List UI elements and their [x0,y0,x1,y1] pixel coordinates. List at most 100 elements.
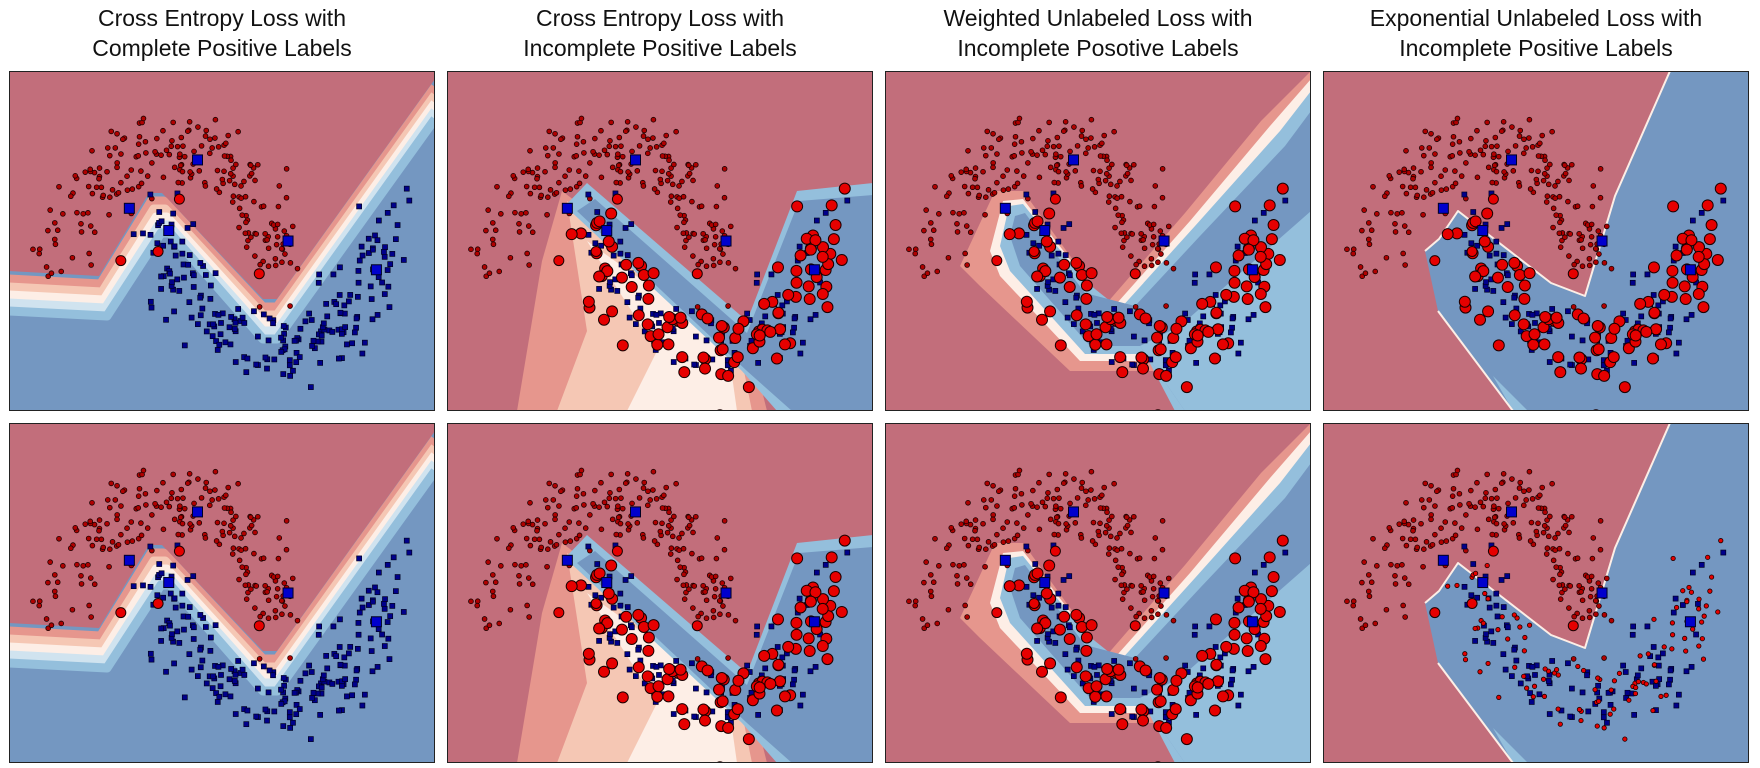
lower-moon-point [1260,562,1267,568]
lower-moon-point [400,257,407,263]
upper-moon-point [919,616,926,622]
labeled-blue-point [561,202,573,214]
upper-moon-point [243,219,249,226]
upper-moon-point [279,611,285,618]
upper-moon-point [274,233,281,240]
upper-moon-point [624,119,631,125]
upper-moon-point [1082,502,1089,509]
lower-moon-point [1111,658,1118,664]
unlabeled-positive-point [816,288,829,301]
upper-moon-point [657,528,664,535]
lower-moon-point [1030,240,1037,247]
lower-moon-point [302,318,309,325]
upper-moon-point [661,492,667,499]
unlabeled-positive-point [1492,339,1505,352]
lower-moon-point [753,631,760,638]
upper-moon-point [228,509,234,516]
upper-moon-point [112,145,119,151]
upper-moon-point [573,493,580,499]
unlabeled-positive-point [1645,651,1651,657]
unlabeled-positive-point [1575,663,1581,670]
lower-moon-point [255,685,261,692]
upper-moon-point [640,133,647,139]
upper-moon-point [80,562,87,569]
upper-moon-point [1085,145,1091,151]
lower-moon-point [222,339,229,346]
upper-moon-point [238,183,244,189]
upper-moon-point [619,153,626,160]
lower-moon-point [381,291,388,297]
upper-moon-point [661,140,667,147]
upper-moon-point [944,545,950,552]
upper-moon-point [1000,525,1006,531]
upper-moon-point [640,183,647,189]
upper-moon-point [100,192,107,199]
unlabeled-positive-point [764,677,777,690]
upper-moon-point [1401,518,1408,525]
unlabeled-positive-point [582,647,595,660]
upper-moon-point [118,151,124,157]
lower-moon-point [367,635,374,642]
upper-moon-point [527,147,533,154]
upper-moon-point [1434,136,1440,143]
upper-moon-point [1438,539,1445,545]
upper-moon-point [88,614,94,620]
lower-moon-point [190,221,197,227]
lower-moon-point [626,314,633,321]
lower-moon-point [130,231,137,238]
lower-moon-point [403,537,410,544]
unlabeled-positive-point [1210,306,1223,319]
lower-moon-point [812,664,819,670]
upper-moon-point [710,255,717,262]
lower-moon-point [210,321,216,328]
upper-moon-point [213,186,220,192]
lower-moon-point [744,310,750,317]
lower-moon-point [262,706,269,713]
upper-moon-point [106,152,113,159]
lower-moon-point [171,595,178,602]
upper-moon-point [196,520,203,526]
unlabeled-positive-point [1445,583,1451,589]
unlabeled-positive-point [1595,675,1601,681]
unlabeled-positive-point [838,534,851,547]
upper-moon-point [1523,497,1529,503]
upper-moon-point [241,530,247,537]
unlabeled-positive-point [1629,329,1642,342]
upper-moon-point [474,250,481,257]
lower-moon-point [172,252,179,259]
lower-moon-point [585,191,592,198]
upper-moon-point [983,194,989,201]
upper-moon-point [1509,476,1515,482]
unlabeled-positive-point [1241,645,1254,658]
unlabeled-positive-point [764,325,777,338]
upper-moon-point [1018,138,1025,145]
lower-moon-point [1673,350,1680,357]
unlabeled-positive-point [652,328,665,341]
upper-moon-point [954,221,960,227]
lower-moon-point [203,624,209,630]
upper-moon-point [962,250,968,257]
unlabeled-positive-point [1040,235,1053,248]
lower-moon-point [358,243,365,250]
boundary-band-2 [9,100,435,328]
upper-moon-point [485,207,491,213]
upper-moon-point [1089,538,1096,544]
upper-moon-point [616,134,623,141]
upper-moon-point [1400,602,1406,609]
labeled-blue-point [1068,154,1080,166]
labeled-red-point [1487,193,1499,205]
lower-moon-point [844,197,851,204]
unlabeled-positive-point [1523,267,1536,280]
lower-moon-point [1720,197,1727,204]
unlabeled-positive-point [1576,706,1583,713]
upper-moon-point [712,221,719,228]
unlabeled-positive-point [1070,608,1083,621]
lower-moon-point [359,702,366,709]
lower-moon-point [403,185,410,192]
lower-moon-point [344,341,350,348]
unlabeled-positive-point [1594,723,1600,729]
upper-moon-point [713,555,720,562]
unlabeled-positive-point [1228,628,1241,641]
upper-moon-point [1458,525,1465,531]
upper-moon-point [1601,303,1607,309]
